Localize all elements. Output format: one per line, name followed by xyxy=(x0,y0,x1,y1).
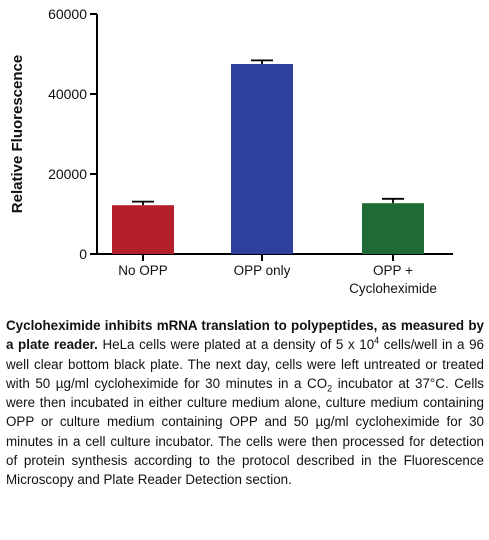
x-tick-label: OPP only xyxy=(234,263,291,278)
y-tick-label: 40000 xyxy=(48,86,87,102)
bar xyxy=(231,64,293,254)
figure-caption: Cycloheximide inhibits mRNA translation … xyxy=(6,316,484,490)
caption-subscript: 2 xyxy=(327,383,333,394)
bar-chart: 0 20000 40000 60000 Relative Fluorescence No … xyxy=(9,6,453,296)
caption-superscript: 4 xyxy=(374,335,380,346)
bar xyxy=(362,203,424,254)
caption-text-1: HeLa cells were plated at a density of 5… xyxy=(97,337,375,353)
x-tick-label: OPP + xyxy=(373,263,413,278)
bar xyxy=(112,205,174,254)
caption-text-3: incubator at 37°C. Cells were then incub… xyxy=(6,375,484,488)
y-axis-title: Relative Fluorescence xyxy=(9,55,26,213)
x-tick-label: Cycloheximide xyxy=(349,281,437,296)
caption-text-2: cells/well in a 96 well clear bottom bla… xyxy=(6,337,484,391)
y-tick-label: 20000 xyxy=(48,166,87,182)
caption-title: Cycloheximide inhibits mRNA translation … xyxy=(6,318,484,353)
chart-svg: 0 20000 40000 60000 Relative Fluorescence No … xyxy=(9,6,453,296)
y-tick-label: 0 xyxy=(79,246,87,262)
y-tick-label: 60000 xyxy=(48,6,87,22)
x-tick-label: No OPP xyxy=(118,263,168,278)
